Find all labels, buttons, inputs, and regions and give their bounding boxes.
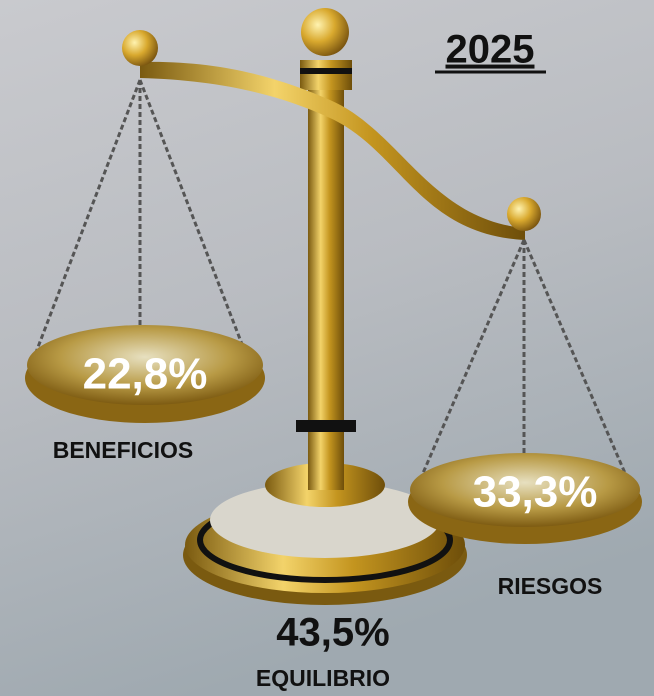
page: 2025 22,8% BENEFICIOS 33,3% RIESGOS 43,5… [0,0,654,696]
risk-value: 33,3% [473,468,598,517]
scale-infographic: 2025 22,8% BENEFICIOS 33,3% RIESGOS 43,5… [0,0,654,696]
balance-label: EQUILIBRIO [256,665,390,691]
top-ball [301,8,349,56]
benefit-value: 22,8% [83,350,208,399]
balance-value: 43,5% [276,611,389,655]
risk-label: RIESGOS [498,573,603,599]
title: 2025 [446,28,535,72]
benefit-label: BENEFICIOS [53,437,194,463]
